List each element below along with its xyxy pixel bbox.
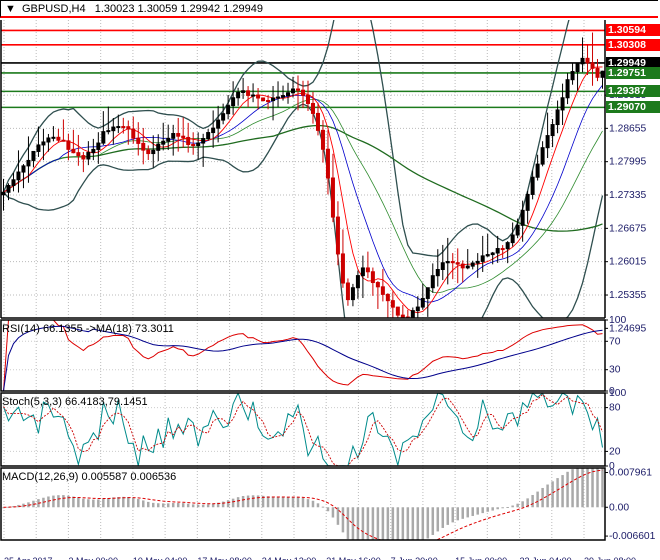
svg-text:29 Jun 08:00: 29 Jun 08:00 [584, 556, 636, 560]
svg-text:1.28655: 1.28655 [609, 123, 646, 134]
svg-text:1.25355: 1.25355 [609, 290, 646, 301]
svg-text:0.00: 0.00 [609, 502, 629, 513]
svg-text:80: 80 [609, 403, 621, 414]
svg-text:1.26675: 1.26675 [609, 223, 646, 234]
svg-text:100: 100 [609, 315, 626, 326]
svg-text:1.27335: 1.27335 [609, 190, 646, 201]
svg-text:100: 100 [609, 388, 626, 399]
svg-text:-0.006601: -0.006601 [609, 531, 656, 542]
svg-text:10 May 04:00: 10 May 04:00 [133, 556, 188, 560]
svg-text:24 May 12:00: 24 May 12:00 [262, 556, 317, 560]
svg-text:17 May 08:00: 17 May 08:00 [197, 556, 252, 560]
svg-text:7 Jun 20:00: 7 Jun 20:00 [391, 556, 438, 560]
svg-text:1.27995: 1.27995 [609, 157, 646, 168]
svg-text:3 May 00:00: 3 May 00:00 [68, 556, 118, 560]
svg-text:15 Jun 00:00: 15 Jun 00:00 [455, 556, 507, 560]
svg-text:1.26015: 1.26015 [609, 257, 646, 268]
svg-text:22 Jun 04:00: 22 Jun 04:00 [520, 556, 572, 560]
svg-text:30: 30 [609, 365, 621, 376]
svg-text:20: 20 [609, 446, 621, 457]
svg-text:31 May 16:00: 31 May 16:00 [326, 556, 381, 560]
svg-text:0.007961: 0.007961 [609, 468, 652, 479]
svg-text:25 Apr 2017: 25 Apr 2017 [4, 556, 53, 560]
svg-text:70: 70 [609, 336, 621, 347]
